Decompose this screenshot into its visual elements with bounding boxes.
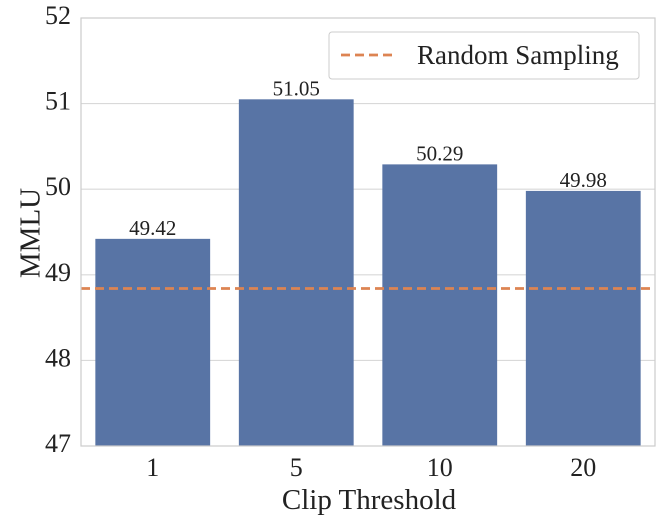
data-label: 49.42 bbox=[129, 216, 176, 240]
data-label: 49.98 bbox=[560, 168, 607, 192]
y-tick-label: 48 bbox=[45, 343, 71, 372]
bar-10 bbox=[382, 164, 498, 446]
data-label: 51.05 bbox=[273, 76, 320, 100]
bar-1 bbox=[95, 238, 211, 446]
x-tick-labels: 1 5 10 20 bbox=[146, 453, 596, 482]
y-tick-label: 51 bbox=[45, 87, 71, 116]
bar-5 bbox=[238, 99, 354, 446]
y-tick-label: 49 bbox=[45, 258, 71, 287]
bars bbox=[95, 99, 641, 446]
legend: Random Sampling bbox=[328, 31, 640, 80]
legend-box bbox=[328, 31, 640, 80]
x-tick-label: 5 bbox=[290, 453, 303, 482]
y-tick-label: 47 bbox=[45, 429, 71, 458]
x-tick-label: 10 bbox=[427, 453, 453, 482]
data-label: 50.29 bbox=[416, 141, 463, 165]
bar-20 bbox=[525, 190, 641, 446]
y-tick-label: 50 bbox=[45, 172, 71, 201]
x-tick-label: 20 bbox=[570, 453, 596, 482]
y-tick-labels: 47 48 49 50 51 52 bbox=[45, 1, 71, 458]
legend-label: Random Sampling bbox=[417, 40, 619, 70]
data-labels: 49.42 51.05 50.29 49.98 bbox=[129, 76, 607, 240]
y-tick-label: 52 bbox=[45, 1, 71, 30]
y-axis-label: MMLU bbox=[15, 188, 47, 278]
x-tick-label: 1 bbox=[146, 453, 159, 482]
x-axis-label: Clip Threshold bbox=[282, 484, 457, 516]
plot-frame bbox=[80, 17, 656, 447]
